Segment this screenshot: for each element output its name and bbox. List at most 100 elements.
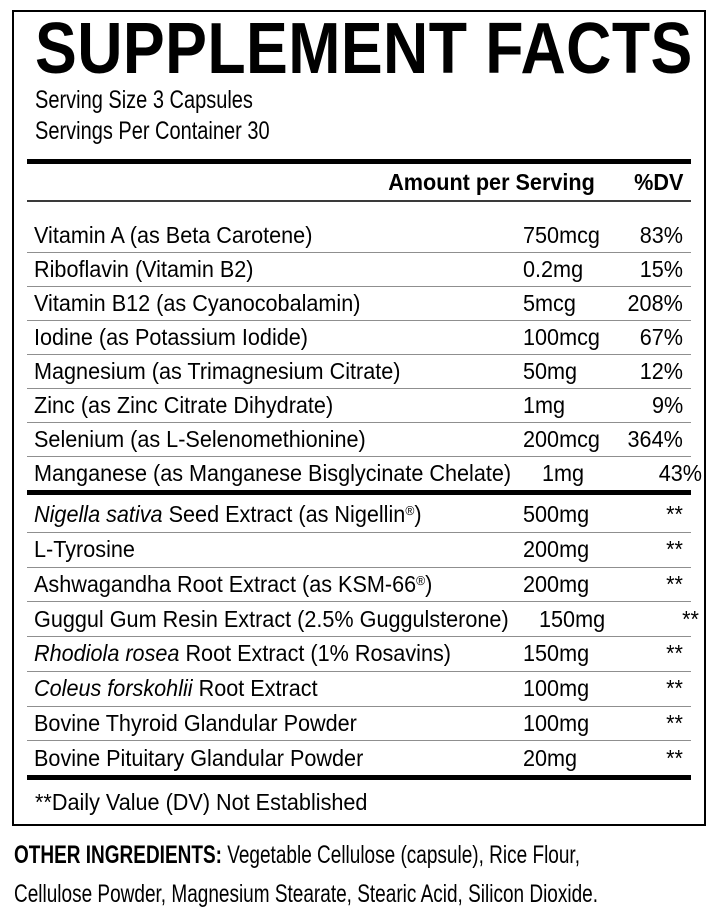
ingredient-amount-text: 200mg xyxy=(523,536,590,563)
ingredient-name: Zinc (as Zinc Citrate Dihydrate) xyxy=(34,392,523,419)
ingredient-amount: 50mg xyxy=(523,358,623,385)
table-section: Nigella sativa Seed Extract (as Nigellin… xyxy=(27,495,699,775)
ingredient-dv: 43% xyxy=(642,460,702,487)
ingredient-dv-text: 208% xyxy=(627,290,683,316)
ingredient-dv-text: ** xyxy=(666,675,683,702)
serving-size: Serving Size 3 Capsules xyxy=(35,86,253,114)
registered-trademark: ® xyxy=(405,502,415,518)
ingredient-dv: ** xyxy=(623,640,683,667)
ingredient-name: Vitamin B12 (as Cyanocobalamin) xyxy=(34,290,523,317)
header-divider-bar xyxy=(27,159,691,164)
ingredient-name-text: Guggul Gum Resin Extract (2.5% Guggulste… xyxy=(34,605,509,632)
ingredient-name-text: Nigella sativa Seed Extract (as Nigellin… xyxy=(34,500,422,527)
ingredient-name-text: Coleus forskohlii Root Extract xyxy=(34,675,318,702)
ingredient-dv: ** xyxy=(623,745,683,772)
ingredient-name: Bovine Thyroid Glandular Powder xyxy=(34,710,523,737)
ingredient-amount: 100mg xyxy=(523,675,623,702)
servings-per-container: Servings Per Container 30 xyxy=(35,117,270,145)
ingredient-name-text: L-Tyrosine xyxy=(34,536,135,563)
ingredient-amount: 100mg xyxy=(523,710,623,737)
ingredient-name: Coleus forskohlii Root Extract xyxy=(34,675,523,702)
ingredient-amount-text: 150mg xyxy=(523,640,590,667)
ingredient-amount-text: 750mcg xyxy=(523,221,600,248)
ingredient-dv-text: ** xyxy=(666,536,683,563)
ingredient-amount-text: 200mg xyxy=(523,570,590,597)
ingredient-dv: 12% xyxy=(623,358,683,385)
supplement-facts-panel: SUPPLEMENT FACTS Serving Size 3 Capsules… xyxy=(12,10,706,826)
amount-per-serving-header: Amount per Serving xyxy=(34,169,623,196)
ingredient-amount-text: 100mg xyxy=(523,675,590,702)
other-ingredients-label: OTHER INGREDIENTS: xyxy=(14,841,222,869)
table-row: Rhodiola rosea Root Extract (1% Rosavins… xyxy=(27,636,691,671)
ingredient-rows: Vitamin A (as Beta Carotene) 750mcg 83% … xyxy=(27,202,702,775)
ingredient-name: Guggul Gum Resin Extract (2.5% Guggulste… xyxy=(34,606,539,633)
ingredient-name-latin: Rhodiola rosea xyxy=(34,640,180,667)
ingredient-dv-text: 43% xyxy=(658,460,702,486)
ingredient-dv: ** xyxy=(623,536,683,563)
ingredient-amount: 100mcg xyxy=(523,324,623,351)
table-row: Coleus forskohlii Root Extract 100mg ** xyxy=(27,670,691,706)
ingredient-amount-text: 500mg xyxy=(523,500,590,527)
table-row: Iodine (as Potassium Iodide) 100mcg 67% xyxy=(27,320,691,354)
dv-footnote-text: **Daily Value (DV) Not Established xyxy=(35,788,368,815)
ingredient-amount: 0.2mg xyxy=(523,256,623,283)
table-row: Riboflavin (Vitamin B2) 0.2mg 15% xyxy=(27,252,691,286)
ingredient-dv-text: ** xyxy=(666,640,683,667)
ingredient-dv: 208% xyxy=(623,290,683,317)
footnote-divider-bar xyxy=(27,775,691,780)
ingredient-dv: 15% xyxy=(623,256,683,283)
table-row: Vitamin B12 (as Cyanocobalamin) 5mcg 208… xyxy=(27,286,691,320)
ingredient-dv-text: 364% xyxy=(627,426,683,452)
ingredient-amount-text: 1mg xyxy=(523,392,566,418)
ingredient-name-text: Ashwagandha Root Extract (as KSM-66®) xyxy=(34,570,433,597)
ingredient-name-text: Zinc (as Zinc Citrate Dihydrate) xyxy=(34,392,334,418)
ingredient-name-text: Selenium (as L-Selenomethionine) xyxy=(34,426,366,452)
table-row: Magnesium (as Trimagnesium Citrate) 50mg… xyxy=(27,354,691,388)
other-ingredients-line1-text: Vegetable Cellulose (capsule), Rice Flou… xyxy=(221,841,580,869)
ingredient-dv: ** xyxy=(623,571,683,598)
ingredient-dv: 67% xyxy=(623,324,683,351)
ingredient-amount-text: 100mg xyxy=(523,709,590,736)
ingredient-dv-text: ** xyxy=(666,709,683,736)
ingredient-dv: ** xyxy=(623,710,683,737)
table-row: Vitamin A (as Beta Carotene) 750mcg 83% xyxy=(27,218,691,252)
ingredient-name-text: Riboflavin (Vitamin B2) xyxy=(34,256,254,282)
ingredient-amount: 1mg xyxy=(542,460,642,487)
table-row: Zinc (as Zinc Citrate Dihydrate) 1mg 9% xyxy=(27,388,691,422)
ingredient-amount: 200mcg xyxy=(523,426,623,453)
ingredient-name: Selenium (as L-Selenomethionine) xyxy=(34,426,523,453)
ingredient-amount-text: 20mg xyxy=(523,744,578,771)
ingredient-amount: 750mcg xyxy=(523,222,623,249)
ingredient-name-latin: Coleus forskohlii xyxy=(34,675,193,702)
registered-trademark: ® xyxy=(416,572,426,588)
ingredient-dv-text: 12% xyxy=(639,358,683,384)
ingredient-name-text: Manganese (as Manganese Bisglycinate Che… xyxy=(34,460,512,486)
ingredient-dv-text: 9% xyxy=(651,392,683,418)
table-section: Vitamin A (as Beta Carotene) 750mcg 83% … xyxy=(27,202,702,490)
ingredient-name: Vitamin A (as Beta Carotene) xyxy=(34,222,523,249)
ingredient-amount-text: 50mg xyxy=(523,358,578,384)
ingredient-dv-text: ** xyxy=(666,500,683,527)
ingredient-dv-text: ** xyxy=(666,744,683,771)
ingredient-amount: 200mg xyxy=(523,571,623,598)
table-row: Bovine Thyroid Glandular Powder 100mg ** xyxy=(27,705,691,741)
ingredient-name-text: Rhodiola rosea Root Extract (1% Rosavins… xyxy=(34,640,451,667)
table-row: Selenium (as L-Selenomethionine) 200mcg … xyxy=(27,422,691,456)
ingredient-name-text: Vitamin B12 (as Cyanocobalamin) xyxy=(34,290,361,316)
dv-footnote: **Daily Value (DV) Not Established xyxy=(27,780,691,824)
ingredient-dv-text: ** xyxy=(666,570,683,597)
panel-title: SUPPLEMENT FACTS xyxy=(35,9,693,89)
ingredient-amount: 150mg xyxy=(523,640,623,667)
ingredient-name-text: Vitamin A (as Beta Carotene) xyxy=(34,221,313,248)
ingredient-amount-text: 200mcg xyxy=(523,426,600,452)
ingredient-amount-text: 100mcg xyxy=(523,324,600,350)
ingredient-dv-text: 15% xyxy=(639,256,683,282)
ingredient-name: Bovine Pituitary Glandular Powder xyxy=(34,745,523,772)
ingredient-amount-text: 0.2mg xyxy=(523,256,584,282)
ingredient-dv: 364% xyxy=(623,426,683,453)
ingredient-dv: 9% xyxy=(623,392,683,419)
dv-header-text: %DV xyxy=(633,168,683,195)
ingredient-name: Riboflavin (Vitamin B2) xyxy=(34,256,523,283)
table-row: Manganese (as Manganese Bisglycinate Che… xyxy=(27,456,702,490)
ingredient-name-text: Magnesium (as Trimagnesium Citrate) xyxy=(34,358,401,384)
